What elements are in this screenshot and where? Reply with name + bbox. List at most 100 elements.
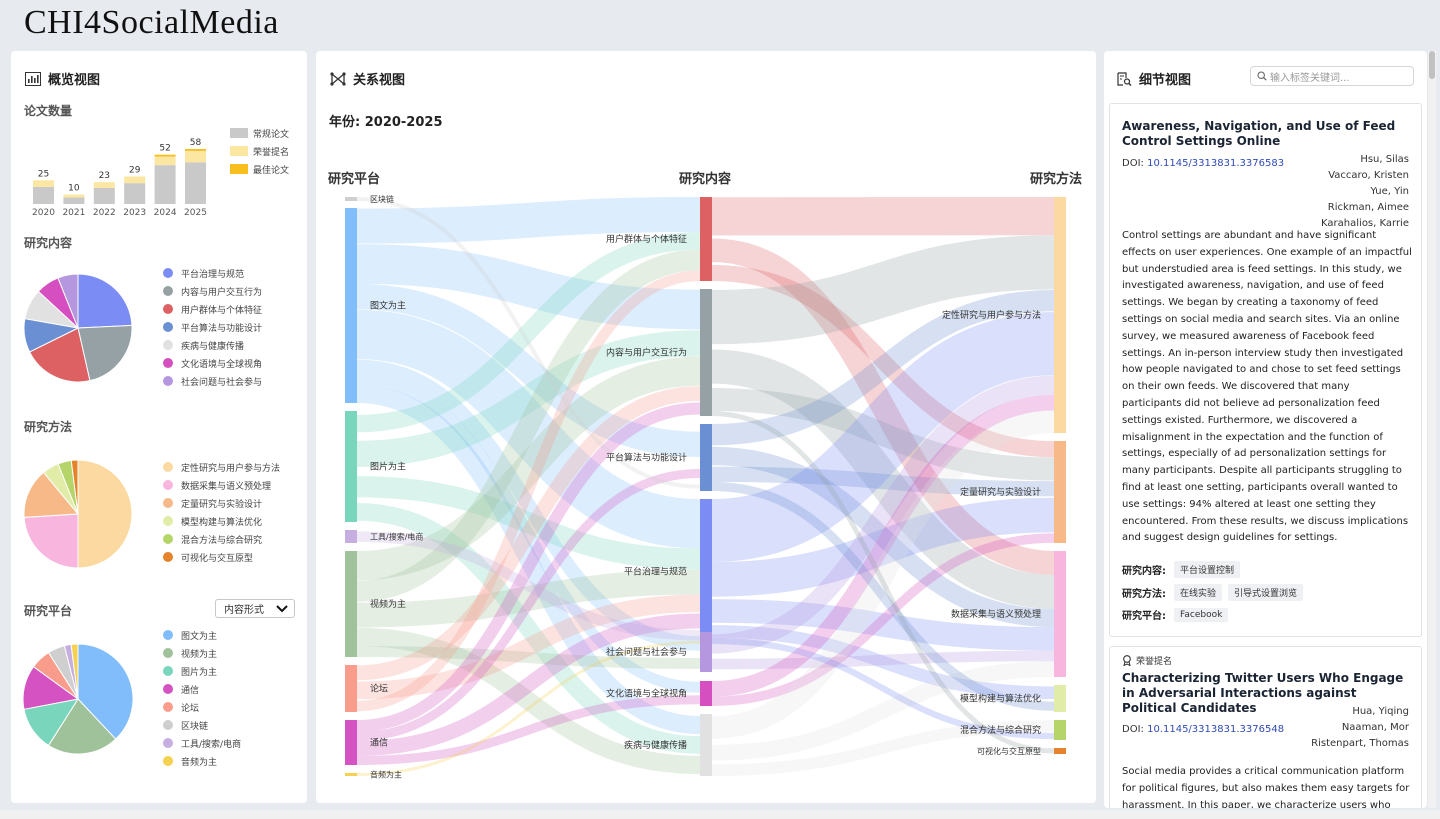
pie-slice[interactable] — [77, 324, 132, 382]
sankey-link[interactable] — [711, 446, 1055, 628]
paper-title[interactable]: Awareness, Navigation, and Use of Feed C… — [1122, 119, 1396, 148]
sankey-link[interactable] — [711, 375, 1055, 654]
sankey-node[interactable] — [700, 714, 712, 776]
sankey-link[interactable] — [356, 646, 701, 669]
bar-regular[interactable] — [185, 162, 206, 204]
sankey-link[interactable] — [356, 232, 701, 433]
paper-card[interactable]: Awareness, Navigation, and Use of Feed C… — [1109, 103, 1422, 637]
sankey-link[interactable] — [711, 625, 1055, 700]
legend-item[interactable]: 平台治理与规范 — [163, 264, 262, 282]
sankey-link[interactable] — [356, 476, 701, 570]
sankey-node[interactable] — [700, 197, 712, 281]
sankey-link[interactable] — [711, 387, 1055, 481]
legend-item[interactable]: 图文为主 — [163, 626, 241, 644]
sankey-link[interactable] — [356, 503, 701, 754]
sankey-link[interactable] — [711, 411, 1055, 754]
pie-slice[interactable] — [24, 513, 79, 568]
legend-item[interactable]: 内容与用户交互行为 — [163, 282, 262, 300]
scrollbar-thumb[interactable] — [1429, 51, 1435, 79]
sankey-node[interactable] — [345, 551, 357, 657]
horizontal-scrollbar[interactable] — [0, 810, 1440, 819]
sankey-node[interactable] — [700, 632, 712, 672]
sankey-link[interactable] — [356, 402, 701, 732]
sankey-link[interactable] — [711, 650, 1055, 670]
bar-honorable[interactable] — [185, 150, 206, 163]
sankey-link[interactable] — [356, 386, 701, 681]
pie-slice[interactable] — [77, 274, 132, 329]
legend-item[interactable]: 定性研究与用户参与方法 — [163, 458, 280, 476]
sankey-link[interactable] — [711, 289, 1055, 446]
pie-slice[interactable] — [47, 698, 117, 754]
legend-item[interactable]: 图片为主 — [163, 662, 241, 680]
sankey-node[interactable] — [1054, 197, 1066, 433]
pie-slice[interactable] — [57, 274, 79, 329]
sankey-node[interactable] — [345, 530, 357, 543]
sankey-link[interactable] — [356, 640, 701, 776]
legend-item[interactable]: 疾病与健康传播 — [163, 336, 262, 354]
sankey-link[interactable] — [356, 197, 701, 489]
bar-regular[interactable] — [124, 183, 146, 204]
tag[interactable]: Facebook — [1174, 607, 1229, 622]
sankey-link[interactable] — [356, 270, 701, 712]
sankey-link[interactable] — [356, 359, 701, 651]
sankey-node[interactable] — [1054, 551, 1066, 677]
sankey-link[interactable] — [356, 613, 701, 756]
paper-card[interactable]: 荣誉提名 Characterizing Twitter Users Who En… — [1109, 646, 1422, 808]
bar-best[interactable] — [154, 154, 176, 157]
pie-slice[interactable] — [70, 460, 79, 515]
legend-item[interactable]: 社会问题与社会参与 — [163, 372, 262, 390]
sankey-link[interactable] — [711, 661, 1055, 761]
sankey-node[interactable] — [345, 208, 357, 403]
sankey-node[interactable] — [700, 289, 712, 416]
bar-regular[interactable] — [33, 186, 54, 204]
sankey-node[interactable] — [1054, 748, 1066, 754]
sankey-node[interactable] — [345, 665, 357, 712]
legend-item[interactable]: 用户群体与个体特征 — [163, 300, 262, 318]
sankey-link[interactable] — [356, 309, 701, 549]
platform-select[interactable]: 内容形式 — [215, 599, 295, 618]
pie-slice[interactable] — [70, 644, 79, 700]
paper-title[interactable]: Characterizing Twitter Users Who Engage … — [1122, 671, 1404, 715]
bar-regular[interactable] — [154, 165, 176, 204]
sankey-node[interactable] — [345, 411, 357, 522]
bar-regular[interactable] — [63, 197, 85, 204]
bar-honorable[interactable] — [63, 194, 85, 198]
bar-regular[interactable] — [93, 187, 115, 204]
pie-slice[interactable] — [77, 460, 132, 568]
sankey-node[interactable] — [700, 424, 712, 491]
sankey-link[interactable] — [356, 627, 701, 775]
bar-honorable[interactable] — [154, 156, 176, 166]
tag[interactable]: 平台设置控制 — [1174, 561, 1241, 579]
sankey-node[interactable] — [1054, 720, 1066, 740]
bar-honorable[interactable] — [124, 176, 146, 184]
bar-honorable[interactable] — [93, 182, 115, 188]
sankey-node[interactable] — [700, 681, 712, 706]
sankey-link[interactable] — [711, 466, 1055, 497]
sankey-link[interactable] — [356, 356, 701, 581]
sankey-node[interactable] — [345, 197, 357, 201]
sankey-link[interactable] — [711, 720, 1055, 777]
sankey-link[interactable] — [356, 695, 701, 765]
doi-link[interactable]: 10.1145/3313831.3376548 — [1147, 724, 1285, 735]
legend-item[interactable]: 区块链 — [163, 716, 241, 734]
sankey-link[interactable] — [356, 531, 701, 641]
sankey-link[interactable] — [711, 481, 1055, 711]
legend-item[interactable]: 混合方法与综合研究 — [163, 530, 280, 548]
legend-item[interactable]: 视频为主 — [163, 644, 241, 662]
pie-slice[interactable] — [24, 471, 80, 518]
sankey-link[interactable] — [711, 637, 1055, 740]
sankey-link[interactable] — [356, 330, 701, 467]
sankey-link[interactable] — [711, 394, 1055, 697]
sankey-link[interactable] — [356, 594, 701, 700]
legend-item[interactable]: 数据采集与语义预处理 — [163, 476, 280, 494]
sankey-node[interactable] — [345, 720, 357, 765]
legend-item[interactable]: 文化语境与全球视角 — [163, 354, 262, 372]
legend-item[interactable]: 通信 — [163, 680, 241, 698]
sankey-link[interactable] — [356, 283, 701, 458]
sankey-link[interactable] — [711, 264, 1055, 458]
legend-item[interactable]: 定量研究与实验设计 — [163, 494, 280, 512]
tag[interactable]: 在线实验 — [1174, 584, 1223, 602]
sankey-link[interactable] — [356, 197, 701, 244]
sankey-link[interactable] — [711, 238, 1055, 575]
sankey-link[interactable] — [711, 235, 1055, 345]
